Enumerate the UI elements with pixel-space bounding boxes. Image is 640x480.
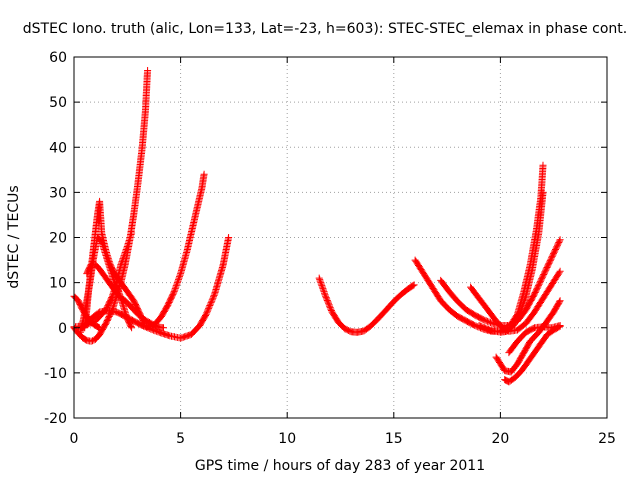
y-tick-label: 60 [49, 50, 67, 66]
data-series-arc [505, 322, 564, 357]
x-axis-ticks: 0 5 10 15 20 25 [70, 57, 616, 447]
y-tick-label: 0 [58, 321, 67, 337]
data-series-markers [315, 274, 418, 336]
x-tick-label: 10 [278, 431, 296, 447]
y-tick-label: 50 [49, 95, 67, 111]
x-tick-label: 25 [598, 431, 616, 447]
data-series-arc [492, 297, 564, 376]
data-series-arc [501, 322, 564, 386]
y-tick-label: 20 [49, 231, 67, 247]
data-series-arc [138, 170, 208, 331]
data-series-arc [467, 267, 564, 335]
y-tick-label: -20 [44, 411, 67, 427]
data-series-markers [467, 267, 564, 335]
data-series-markers [492, 297, 564, 376]
x-axis-label: GPS time / hours of day 283 of year 2011 [195, 458, 485, 474]
chart-title: dSTEC Iono. truth (alic, Lon=133, Lat=-2… [23, 21, 627, 37]
data-series-markers [505, 322, 564, 357]
data-series-arc [315, 274, 418, 336]
y-tick-label: 10 [49, 276, 67, 292]
y-tick-label: 30 [49, 185, 67, 201]
data-series-markers [475, 188, 547, 336]
data-series [70, 67, 564, 386]
x-tick-label: 20 [491, 431, 509, 447]
x-tick-label: 0 [70, 431, 79, 447]
y-axis-ticks: -20 -10 0 10 20 30 40 50 60 [44, 50, 607, 427]
y-tick-label: -10 [44, 366, 67, 382]
y-axis-label: dSTEC / TECUs [6, 185, 22, 288]
x-tick-label: 5 [176, 431, 185, 447]
y-tick-label: 40 [49, 140, 67, 156]
x-tick-label: 15 [385, 431, 403, 447]
data-series-markers [501, 322, 564, 386]
data-series-arc [475, 188, 547, 336]
data-series-markers [138, 170, 208, 331]
